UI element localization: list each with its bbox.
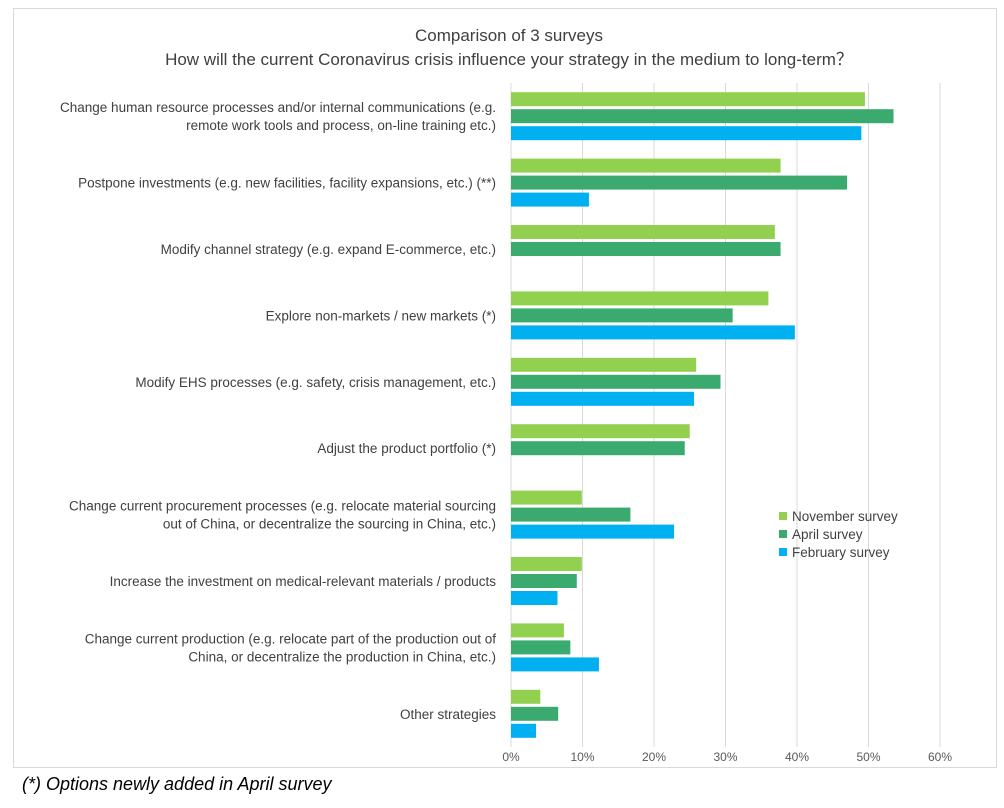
- category-label: Postpone investments (e.g. new facilitie…: [78, 176, 496, 191]
- chart-subtitle: How will the current Coronavirus crisis …: [165, 50, 853, 69]
- bar: [511, 689, 541, 704]
- bar: [511, 507, 631, 522]
- category-label: China, or decentralize the production in…: [188, 649, 496, 664]
- bar: [511, 357, 697, 372]
- category-labels: Change human resource processes and/or i…: [60, 100, 496, 722]
- category-label: out of China, or decentralize the sourci…: [163, 517, 496, 532]
- x-tick-label: 30%: [713, 750, 737, 764]
- x-tick-label: 0%: [502, 750, 520, 764]
- bar: [511, 158, 781, 173]
- bar: [511, 126, 862, 141]
- legend-swatch: [779, 512, 787, 520]
- legend-swatch: [779, 530, 787, 538]
- category-label: Change human resource processes and/or i…: [60, 100, 496, 115]
- x-tick-label: 50%: [856, 750, 880, 764]
- bar: [511, 524, 675, 539]
- category-label: Increase the investment on medical-relev…: [110, 574, 497, 589]
- bar: [511, 374, 721, 389]
- bar: [511, 441, 685, 456]
- footnote: (*) Options newly added in April survey: [22, 774, 332, 794]
- bar: [511, 490, 582, 505]
- bar: [511, 291, 769, 306]
- category-label: Change current procurement processes (e.…: [69, 499, 496, 514]
- x-tick-label: 10%: [570, 750, 594, 764]
- category-label: Change current production (e.g. relocate…: [85, 631, 497, 646]
- bar: [511, 92, 865, 107]
- bar: [511, 225, 775, 239]
- legend-label: February survey: [792, 545, 890, 560]
- chart-title: Comparison of 3 surveys: [415, 26, 603, 45]
- x-tick-label: 60%: [928, 750, 952, 764]
- bar: [511, 424, 690, 439]
- legend: November survey April survey February surv…: [779, 509, 898, 560]
- x-tick-label: 20%: [642, 750, 666, 764]
- bar: [511, 308, 733, 323]
- category-label: Other strategies: [400, 707, 496, 722]
- category-label: Explore non-markets / new markets (*): [266, 308, 496, 323]
- bar: [511, 325, 795, 340]
- category-label: Adjust the product portfolio (*): [317, 441, 496, 456]
- category-label: remote work tools and process, on-line t…: [186, 118, 496, 133]
- category-label: Modify channel strategy (e.g. expand E-c…: [161, 242, 496, 257]
- bar: [511, 242, 781, 256]
- bar: [511, 109, 894, 124]
- bars: [511, 92, 894, 738]
- bar: [511, 706, 559, 721]
- bar: [511, 723, 537, 738]
- bar: [511, 591, 558, 605]
- legend-label: November survey: [792, 509, 898, 524]
- bar: [511, 640, 571, 655]
- bar: [511, 623, 564, 638]
- bar: [511, 391, 695, 406]
- bar-chart: Comparison of 3 surveys How will the cur…: [60, 26, 952, 764]
- bar: [511, 192, 589, 207]
- legend-swatch: [779, 548, 787, 556]
- bar: [511, 175, 848, 190]
- bar: [511, 657, 599, 672]
- x-tick-label: 40%: [785, 750, 809, 764]
- legend-label: April survey: [792, 527, 863, 542]
- chart-frame: Comparison of 3 surveys How will the cur…: [13, 8, 997, 768]
- x-tick-labels: 0% 10% 20% 30% 40% 50% 60%: [502, 750, 952, 764]
- category-label: Modify EHS processes (e.g. safety, crisi…: [135, 375, 496, 390]
- bar: [511, 557, 582, 571]
- bar: [511, 574, 577, 588]
